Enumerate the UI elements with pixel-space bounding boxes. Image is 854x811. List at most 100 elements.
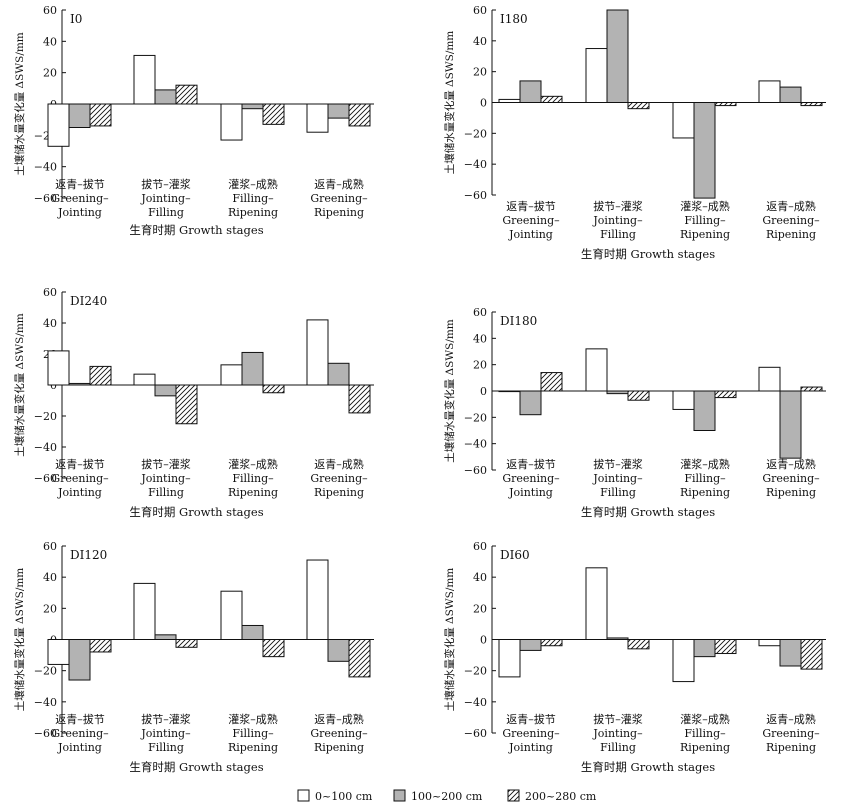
bar-200-280-cm-1 — [627, 102, 650, 110]
category-label-en: Jointing — [508, 741, 553, 754]
bar-200-280-cm-3 — [348, 103, 371, 127]
legend: 0~100 cm 100~200 cm 200~280 cm — [297, 789, 597, 803]
category-label-zh: 拔节–灌浆 — [593, 457, 643, 471]
category-label-en: Greening– — [310, 472, 368, 485]
bar-200-280-cm-0 — [89, 639, 112, 653]
bar-0-100-cm-3 — [758, 366, 781, 392]
legend-label: 200~280 cm — [525, 790, 597, 803]
chart-panel-i0: −60−40−200204060I0土壤储水量变化量 ΔSWS/mm返青–拔节G… — [13, 4, 374, 237]
bar-200-280-cm-3 — [800, 639, 823, 670]
bar-100-200-cm-3 — [327, 639, 350, 662]
category-label-zh: 返青–成熟 — [766, 457, 816, 471]
bar-0-100-cm-3 — [306, 103, 329, 133]
y-axis-title: 土壤储水量变化量 ΔSWS/mm — [13, 313, 26, 457]
bar-200-280-cm-1 — [627, 639, 650, 650]
chart-panel-di180: −60 −40 −20 0 20 40 60 DI180 土壤储水量变化量 ΔSWS/mm 返青–… — [443, 306, 826, 519]
category-label-zh: 灌浆–成熟 — [680, 712, 730, 726]
y-tick-label: −40 — [464, 696, 487, 709]
y-tick-label: −40 — [34, 161, 57, 174]
category-label-en: Filling– — [684, 472, 726, 485]
bar-100-200-cm-3 — [779, 390, 802, 459]
category-label-zh: 灌浆–成熟 — [228, 457, 278, 471]
bar-0-100-cm-2 — [220, 590, 243, 640]
bar-0-100-cm-0 — [498, 390, 521, 393]
category-label-zh: 返青–拔节 — [55, 177, 105, 191]
y-tick-label: 60 — [473, 540, 487, 553]
y-tick-label: −60 — [464, 727, 487, 740]
bar-0-100-cm-1 — [585, 348, 608, 392]
category-label-zh: 返青–成熟 — [314, 712, 364, 726]
category-label-en: Greening– — [762, 727, 820, 740]
bar-200-280-cm-2 — [714, 102, 737, 107]
category-label-en: Filling — [148, 741, 184, 754]
bar-100-200-cm-3 — [779, 639, 802, 667]
y-tick-label: 0 — [50, 379, 57, 392]
x-axis-title: 生育时期 Growth stages — [581, 247, 715, 261]
bar-200-280-cm-3 — [800, 102, 823, 107]
bar-0-100-cm-3 — [306, 559, 329, 641]
bar-100-200-cm-1 — [154, 89, 177, 105]
category-label-en: Greening– — [502, 727, 560, 740]
panel-label: I180 — [500, 12, 528, 26]
y-tick-label: 40 — [43, 571, 57, 584]
y-tick-label: 60 — [473, 306, 487, 319]
y-tick-label: 40 — [43, 317, 57, 330]
category-label-en: Jointing — [508, 486, 553, 499]
category-label-en: Jointing– — [140, 192, 191, 205]
y-tick-label: −40 — [464, 158, 487, 171]
category-label-zh: 拔节–灌浆 — [593, 199, 643, 213]
y-tick-label: 0 — [480, 97, 487, 110]
category-label-zh: 灌浆–成熟 — [228, 712, 278, 726]
category-label-en: Ripening — [228, 206, 278, 219]
bar-0-100-cm-3 — [306, 319, 329, 386]
bar-100-200-cm-1 — [606, 390, 629, 395]
bar-100-200-cm-0 — [519, 390, 542, 416]
bar-200-280-cm-0 — [540, 372, 563, 392]
y-tick-label: 60 — [43, 540, 57, 553]
bar-0-100-cm-0 — [498, 98, 521, 103]
chart-panel-di60: −60 −40 −20 0 20 40 60 DI60 土壤储水量变化量 ΔSWS/mm 返青–拔… — [443, 540, 826, 774]
category-label-zh: 灌浆–成熟 — [680, 457, 730, 471]
category-label-en: Ripening — [766, 228, 816, 241]
x-axis-title: 生育时期 Growth stages — [129, 223, 263, 237]
y-axis-title: 土壤储水量变化量 ΔSWS/mm — [13, 32, 26, 176]
bar-200-280-cm-3 — [348, 384, 371, 414]
bar-0-100-cm-2 — [220, 364, 243, 386]
bar-100-200-cm-0 — [519, 80, 542, 103]
y-tick-label: −60 — [464, 464, 487, 477]
bar-0-100-cm-1 — [133, 54, 156, 105]
bar-200-280-cm-2 — [262, 103, 285, 125]
y-tick-label: −20 — [464, 665, 487, 678]
bar-100-200-cm-3 — [327, 103, 350, 119]
y-tick-label: 0 — [480, 385, 487, 398]
panel-label: DI120 — [70, 548, 107, 562]
y-axis-title: 土壤储水量变化量 ΔSWS/mm — [443, 31, 456, 175]
chart-panel-di120: −60−40−200204060DI120土壤储水量变化量 ΔSWS/mm返青–… — [13, 540, 374, 774]
bar-0-100-cm-0 — [47, 639, 70, 665]
category-label-en: Greening– — [51, 472, 109, 485]
category-label-zh: 返青–成熟 — [314, 457, 364, 471]
category-label-en: Ripening — [680, 486, 730, 499]
panel-label: I0 — [70, 12, 82, 26]
panel-label: DI240 — [70, 294, 107, 308]
bar-0-100-cm-2 — [220, 103, 243, 141]
bar-200-280-cm-0 — [540, 639, 563, 647]
y-tick-label: 60 — [473, 4, 487, 17]
category-label-en: Greening– — [310, 727, 368, 740]
category-label-en: Filling — [148, 486, 184, 499]
y-tick-label: 20 — [43, 67, 57, 80]
y-tick-label: 20 — [473, 359, 487, 372]
bar-100-200-cm-2 — [693, 102, 716, 199]
y-tick-label: −40 — [464, 438, 487, 451]
category-label-en: Filling — [600, 228, 636, 241]
bar-200-280-cm-2 — [714, 390, 737, 399]
legend-swatch — [507, 789, 520, 802]
category-label-zh: 返青–成熟 — [766, 199, 816, 213]
y-axis-title: 土壤储水量变化量 ΔSWS/mm — [443, 319, 456, 463]
y-tick-label: −20 — [34, 665, 57, 678]
y-tick-label: −20 — [464, 411, 487, 424]
legend-swatch — [297, 789, 310, 802]
bar-0-100-cm-0 — [498, 639, 521, 678]
bar-0-100-cm-3 — [758, 80, 781, 103]
